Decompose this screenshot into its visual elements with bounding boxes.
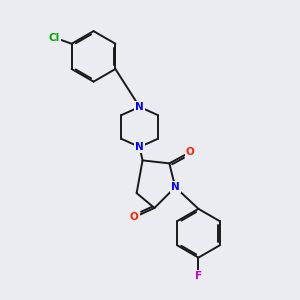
Text: N: N <box>171 182 180 192</box>
Text: O: O <box>186 147 194 157</box>
Text: F: F <box>195 271 202 281</box>
Text: N: N <box>135 142 144 152</box>
Text: Cl: Cl <box>48 33 59 43</box>
Text: N: N <box>135 102 144 112</box>
Text: O: O <box>130 212 139 223</box>
